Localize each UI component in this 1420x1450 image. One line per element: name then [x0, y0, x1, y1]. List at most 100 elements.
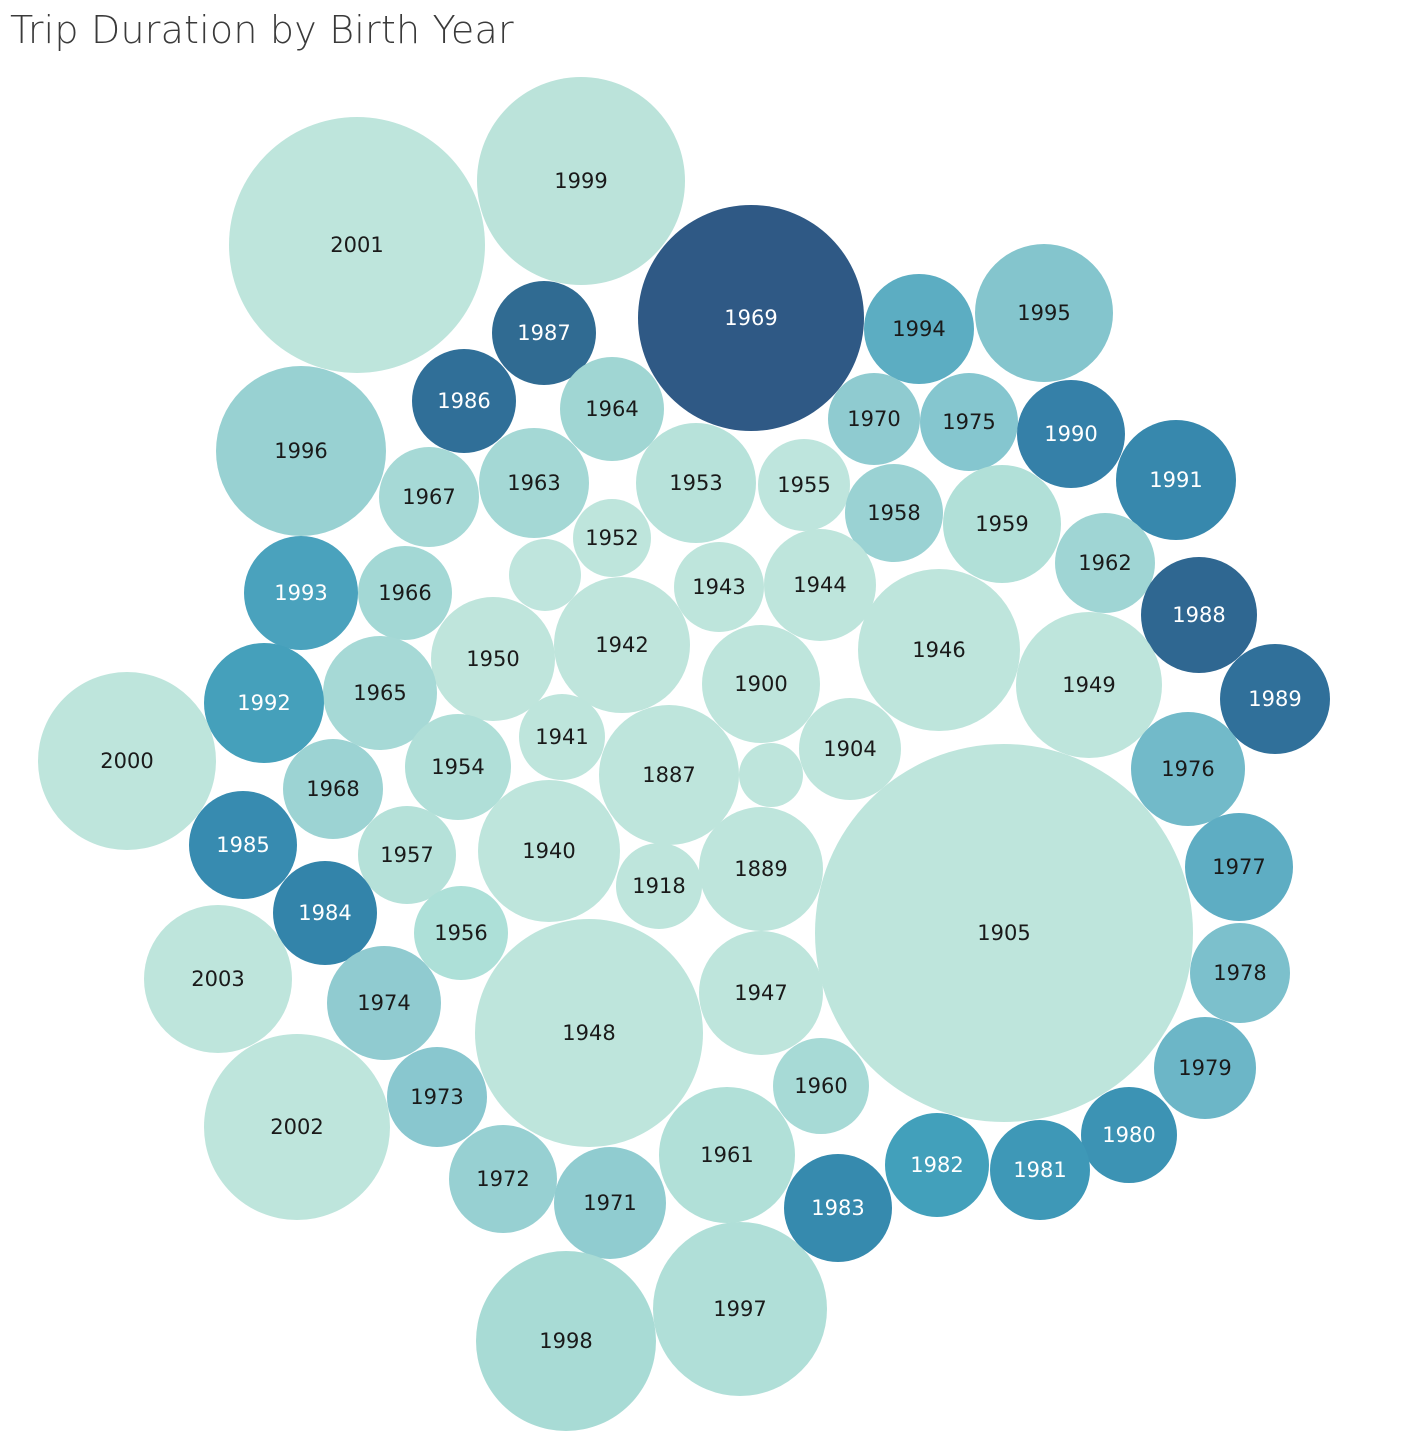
bubble-unlabeled-40[interactable] [739, 743, 803, 807]
bubble-circle[interactable] [864, 274, 974, 384]
bubble-1972[interactable]: 1972 [449, 1125, 557, 1233]
bubble-1958[interactable]: 1958 [845, 464, 943, 562]
bubble-circle[interactable] [920, 373, 1018, 471]
bubble-circle[interactable] [784, 1154, 892, 1262]
bubble-circle[interactable] [1185, 813, 1293, 921]
bubble-circle[interactable] [554, 577, 690, 713]
bubble-1960[interactable]: 1960 [773, 1038, 869, 1134]
bubble-circle[interactable] [554, 1147, 666, 1259]
bubble-1970[interactable]: 1970 [828, 373, 920, 465]
bubble-1992[interactable]: 1992 [204, 643, 324, 763]
bubble-circle[interactable] [431, 597, 555, 721]
bubble-circle[interactable] [1017, 380, 1125, 488]
bubble-1952[interactable]: 1952 [573, 499, 651, 577]
bubble-circle[interactable] [477, 77, 685, 285]
bubble-1977[interactable]: 1977 [1185, 813, 1293, 921]
bubble-circle[interactable] [379, 447, 479, 547]
bubble-circle[interactable] [327, 946, 441, 1060]
bubble-1918[interactable]: 1918 [616, 843, 702, 929]
bubble-1994[interactable]: 1994 [864, 274, 974, 384]
bubble-circle[interactable] [204, 643, 324, 763]
bubble-1959[interactable]: 1959 [943, 465, 1061, 583]
bubble-circle[interactable] [699, 807, 823, 931]
bubble-1975[interactable]: 1975 [920, 373, 1018, 471]
bubble-1900[interactable]: 1900 [702, 625, 820, 743]
bubble-circle[interactable] [616, 843, 702, 929]
bubble-1991[interactable]: 1991 [1116, 420, 1236, 540]
bubble-1989[interactable]: 1989 [1220, 644, 1330, 754]
bubble-1971[interactable]: 1971 [554, 1147, 666, 1259]
bubble-1993[interactable]: 1993 [244, 536, 358, 650]
bubble-1942[interactable]: 1942 [554, 577, 690, 713]
bubble-1941[interactable]: 1941 [519, 694, 605, 780]
bubble-1969[interactable]: 1969 [638, 205, 864, 431]
bubble-circle[interactable] [773, 1038, 869, 1134]
bubble-circle[interactable] [1131, 712, 1245, 826]
bubble-circle[interactable] [659, 1087, 795, 1223]
bubble-circle[interactable] [358, 546, 452, 640]
bubble-circle[interactable] [273, 861, 377, 965]
bubble-1889[interactable]: 1889 [699, 807, 823, 931]
bubble-1962[interactable]: 1962 [1055, 513, 1155, 613]
bubble-1950[interactable]: 1950 [431, 597, 555, 721]
bubble-2000[interactable]: 2000 [38, 672, 216, 850]
bubble-2002[interactable]: 2002 [204, 1034, 390, 1220]
bubble-1979[interactable]: 1979 [1154, 1017, 1256, 1119]
bubble-circle[interactable] [764, 529, 876, 641]
bubble-1982[interactable]: 1982 [885, 1113, 989, 1217]
bubble-circle[interactable] [475, 919, 703, 1147]
bubble-circle[interactable] [858, 569, 1020, 731]
bubble-circle[interactable] [845, 464, 943, 562]
bubble-1954[interactable]: 1954 [405, 714, 511, 820]
bubble-circle[interactable] [799, 698, 901, 800]
bubble-1944[interactable]: 1944 [764, 529, 876, 641]
bubble-1990[interactable]: 1990 [1017, 380, 1125, 488]
bubble-1973[interactable]: 1973 [387, 1047, 487, 1147]
bubble-circle[interactable] [478, 780, 620, 922]
bubble-circle[interactable] [739, 743, 803, 807]
bubble-1963[interactable]: 1963 [479, 428, 589, 538]
bubble-1987[interactable]: 1987 [492, 281, 596, 385]
bubble-circle[interactable] [636, 423, 756, 543]
bubble-1965[interactable]: 1965 [323, 636, 437, 750]
bubble-1984[interactable]: 1984 [273, 861, 377, 965]
bubble-1964[interactable]: 1964 [560, 357, 664, 461]
bubble-circle[interactable] [323, 636, 437, 750]
bubble-circle[interactable] [38, 672, 216, 850]
bubble-circle[interactable] [758, 439, 850, 531]
bubble-circle[interactable] [479, 428, 589, 538]
bubble-1947[interactable]: 1947 [699, 931, 823, 1055]
bubble-1943[interactable]: 1943 [674, 542, 764, 632]
bubble-1981[interactable]: 1981 [990, 1120, 1090, 1220]
bubble-circle[interactable] [560, 357, 664, 461]
bubble-circle[interactable] [653, 1222, 827, 1396]
bubble-1956[interactable]: 1956 [414, 886, 508, 980]
bubble-1940[interactable]: 1940 [478, 780, 620, 922]
bubble-unlabeled-21[interactable] [509, 539, 581, 611]
bubble-1986[interactable]: 1986 [412, 349, 516, 453]
bubble-1978[interactable]: 1978 [1190, 923, 1290, 1023]
bubble-circle[interactable] [1116, 420, 1236, 540]
bubble-circle[interactable] [412, 349, 516, 453]
bubble-circle[interactable] [216, 366, 386, 536]
bubble-circle[interactable] [1141, 557, 1257, 673]
bubble-1974[interactable]: 1974 [327, 946, 441, 1060]
bubble-1966[interactable]: 1966 [358, 546, 452, 640]
bubble-circle[interactable] [204, 1034, 390, 1220]
bubble-1967[interactable]: 1967 [379, 447, 479, 547]
bubble-2003[interactable]: 2003 [144, 905, 292, 1053]
bubble-1961[interactable]: 1961 [659, 1087, 795, 1223]
bubble-circle[interactable] [990, 1120, 1090, 1220]
bubble-circle[interactable] [702, 625, 820, 743]
bubble-circle[interactable] [244, 536, 358, 650]
bubble-1946[interactable]: 1946 [858, 569, 1020, 731]
bubble-1995[interactable]: 1995 [975, 244, 1113, 382]
bubble-1887[interactable]: 1887 [599, 705, 739, 845]
bubble-1949[interactable]: 1949 [1016, 612, 1162, 758]
bubble-2001[interactable]: 2001 [229, 117, 485, 373]
bubble-circle[interactable] [573, 499, 651, 577]
bubble-1957[interactable]: 1957 [358, 806, 456, 904]
bubble-circle[interactable] [1154, 1017, 1256, 1119]
bubble-circle[interactable] [414, 886, 508, 980]
bubble-circle[interactable] [1220, 644, 1330, 754]
